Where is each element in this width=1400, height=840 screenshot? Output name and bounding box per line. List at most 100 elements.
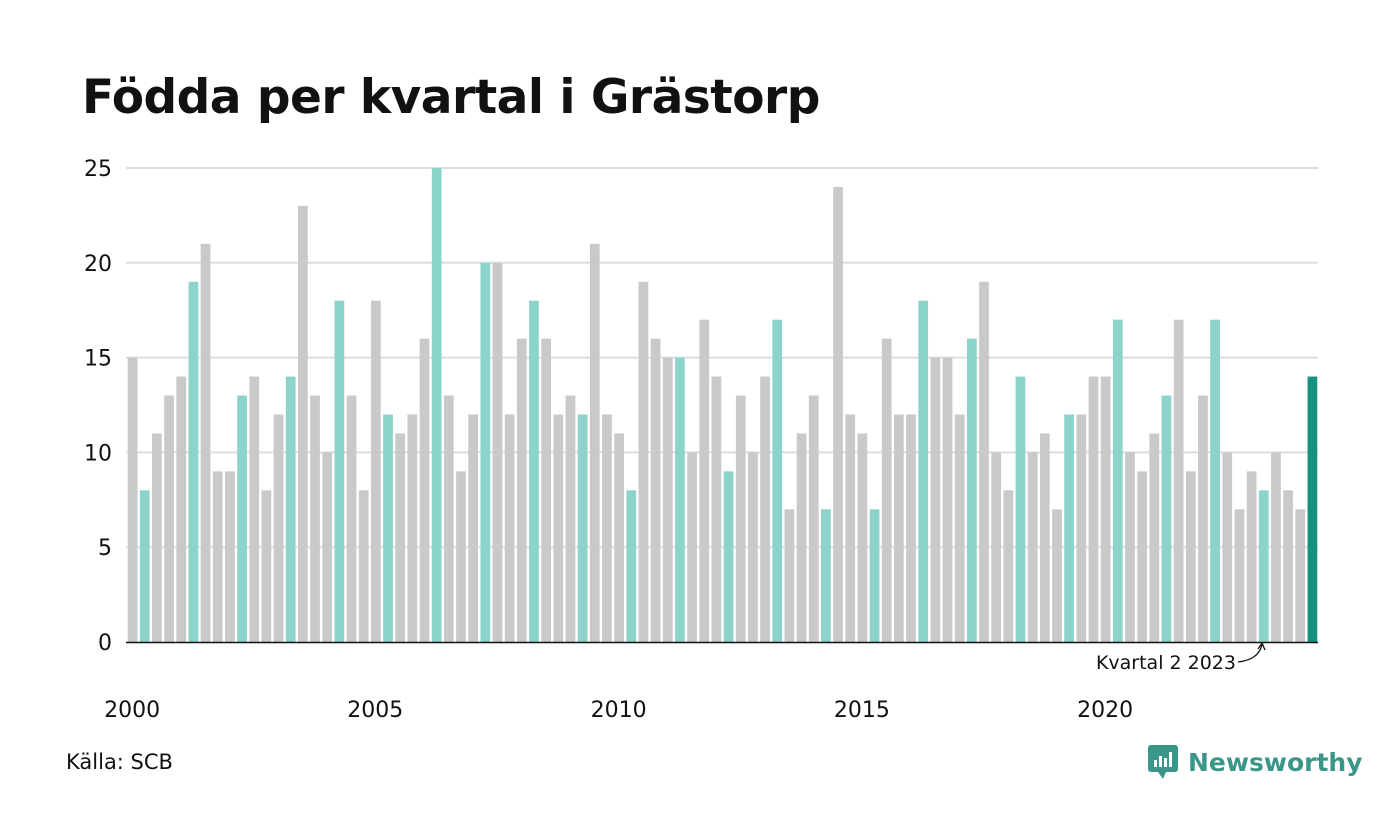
bar-2007-k1 bbox=[468, 414, 479, 642]
bar-2020-k4 bbox=[1137, 471, 1147, 642]
bar-2023-k1 bbox=[1246, 471, 1257, 642]
source-label: Källa: SCB bbox=[66, 750, 173, 774]
bar-2009-k2 bbox=[577, 414, 588, 642]
bar-2015-k1 bbox=[857, 433, 868, 642]
bar-2023-k4 bbox=[1283, 490, 1293, 642]
x-tick-label: 2000 bbox=[104, 698, 160, 723]
bar-2010-k3 bbox=[638, 281, 649, 642]
bar-2003-k2 bbox=[285, 376, 296, 642]
bar-2004-k2 bbox=[334, 300, 345, 642]
x-axis-ticks: 2000 2005 2010 2015 2020 bbox=[104, 698, 1133, 723]
bar-2003-k4 bbox=[310, 395, 320, 642]
bar-2018-k4 bbox=[1039, 433, 1050, 642]
bar-2005-k3 bbox=[395, 433, 406, 642]
bar-2016-k3 bbox=[930, 357, 941, 642]
newsworthy-logo: Newsworthy bbox=[1148, 744, 1363, 780]
bar-2019-k3 bbox=[1076, 414, 1087, 642]
bar-2005-k4 bbox=[407, 414, 418, 642]
bar-2017-k3 bbox=[979, 281, 989, 642]
x-tick-label: 2010 bbox=[591, 698, 647, 723]
bar-2007-k4 bbox=[504, 414, 515, 642]
bar-2013-k4 bbox=[796, 433, 807, 642]
bar-2024-k2 bbox=[1307, 376, 1318, 642]
bar-2006-k2 bbox=[431, 168, 442, 642]
y-tick-label: 25 bbox=[84, 157, 112, 182]
bar-2016-k4 bbox=[942, 357, 953, 642]
bar-2021-k4 bbox=[1185, 471, 1196, 642]
bar-2006-k1 bbox=[419, 338, 430, 642]
bar-2008-k4 bbox=[553, 414, 564, 642]
bar-2016-k1 bbox=[906, 414, 916, 642]
bar-2004-k3 bbox=[346, 395, 357, 642]
bar-2002-k4 bbox=[261, 490, 272, 642]
bar-2004-k4 bbox=[358, 490, 369, 642]
bar-2002-k1 bbox=[225, 471, 235, 642]
bar-2015-k3 bbox=[881, 338, 892, 642]
bar-2008-k1 bbox=[516, 338, 527, 642]
bar-2005-k2 bbox=[383, 414, 393, 642]
bar-2001-k3 bbox=[200, 243, 211, 642]
annotation: Kvartal 2 2023 bbox=[1096, 641, 1266, 674]
bar-2010-k1 bbox=[614, 433, 624, 642]
bar-2020-k2 bbox=[1112, 319, 1123, 642]
bar-2007-k2 bbox=[480, 262, 491, 642]
bar-2021-k3 bbox=[1173, 319, 1184, 642]
x-tick-label: 2005 bbox=[347, 698, 403, 723]
bar-2023-k3 bbox=[1271, 452, 1281, 642]
bar-2012-k3 bbox=[735, 395, 746, 642]
bar-2000-k4 bbox=[164, 395, 174, 642]
bar-2018-k3 bbox=[1027, 452, 1038, 642]
bar-2019-k4 bbox=[1088, 376, 1099, 642]
bar-2005-k1 bbox=[370, 300, 381, 642]
x-tick-label: 2015 bbox=[834, 698, 890, 723]
annotation-arrowhead bbox=[1257, 641, 1266, 651]
bar-2016-k2 bbox=[918, 300, 929, 642]
bar-2018-k2 bbox=[1015, 376, 1026, 642]
bar-2003-k3 bbox=[298, 205, 308, 643]
bar-2014-k3 bbox=[833, 186, 843, 642]
bar-2011-k1 bbox=[662, 357, 673, 642]
bar-2018-k1 bbox=[1003, 490, 1014, 642]
bar-2001-k1 bbox=[176, 376, 187, 642]
bar-2024-k1 bbox=[1295, 509, 1306, 642]
bar-2019-k2 bbox=[1064, 414, 1075, 642]
annotation-arrow bbox=[1237, 644, 1263, 663]
bars bbox=[127, 168, 1318, 643]
newsworthy-logo-icon bbox=[1148, 745, 1178, 779]
bar-2012-k4 bbox=[748, 452, 758, 642]
bar-2008-k2 bbox=[529, 300, 539, 642]
y-tick-label: 5 bbox=[98, 536, 112, 561]
bar-2013-k2 bbox=[772, 319, 783, 642]
bar-2014-k2 bbox=[821, 509, 831, 642]
y-tick-label: 0 bbox=[98, 631, 112, 656]
bar-2022-k1 bbox=[1198, 395, 1208, 642]
y-tick-label: 15 bbox=[84, 347, 112, 372]
bar-2010-k2 bbox=[626, 490, 637, 642]
bar-2000-k2 bbox=[139, 490, 150, 642]
bar-2010-k4 bbox=[650, 338, 661, 642]
bar-2000-k1 bbox=[127, 357, 138, 642]
bar-2015-k4 bbox=[894, 414, 904, 642]
bar-2017-k4 bbox=[991, 452, 1002, 642]
bar-2011-k3 bbox=[687, 452, 697, 642]
y-tick-label: 10 bbox=[84, 441, 112, 466]
bar-2019-k1 bbox=[1052, 509, 1062, 642]
y-tick-label: 20 bbox=[84, 252, 112, 277]
x-tick-label: 2020 bbox=[1077, 698, 1133, 723]
bar-2013-k1 bbox=[760, 376, 770, 642]
bar-2014-k4 bbox=[845, 414, 856, 642]
bar-chart: 0 5 10 15 20 25 2000 2005 2010 2015 2020 Kvartal … bbox=[84, 157, 1318, 723]
bar-2014-k1 bbox=[808, 395, 819, 642]
bar-2021-k2 bbox=[1161, 395, 1172, 642]
bar-2007-k3 bbox=[492, 262, 503, 642]
bar-2012-k2 bbox=[723, 471, 734, 642]
annotation-label: Kvartal 2 2023 bbox=[1096, 652, 1236, 674]
bar-2015-k2 bbox=[869, 509, 880, 642]
chart-title: Födda per kvartal i Grästorp bbox=[82, 70, 820, 125]
bar-2013-k3 bbox=[784, 509, 795, 642]
bar-2008-k3 bbox=[541, 338, 551, 642]
bar-2012-k1 bbox=[711, 376, 722, 642]
bar-2006-k4 bbox=[456, 471, 466, 642]
bar-2006-k3 bbox=[443, 395, 454, 642]
bar-2001-k4 bbox=[212, 471, 223, 642]
